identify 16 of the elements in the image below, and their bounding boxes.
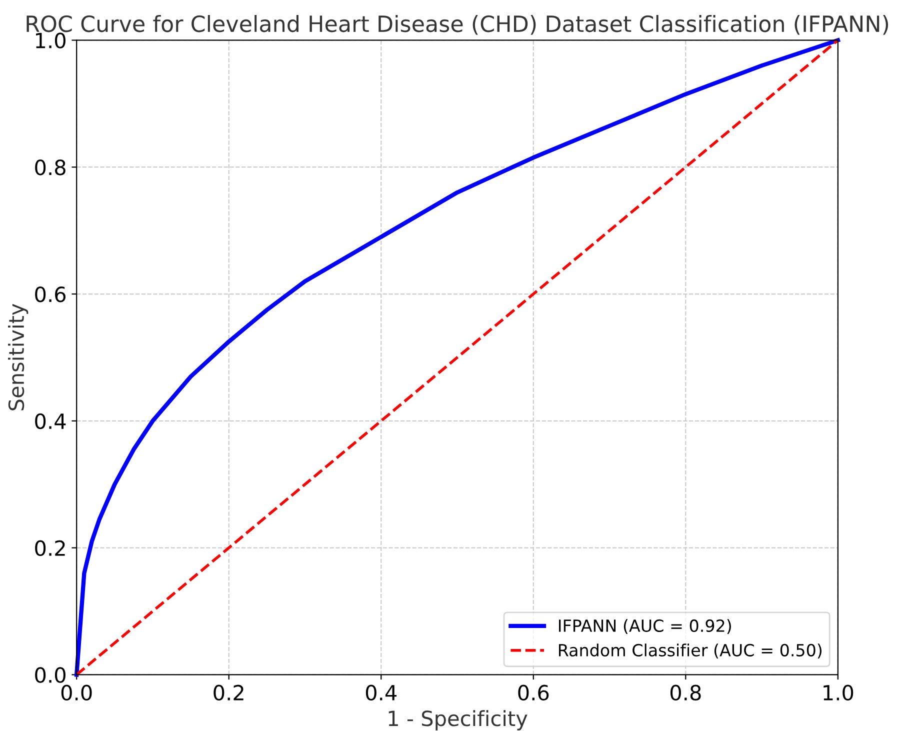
- x-tick-label: 0.8: [670, 684, 701, 701]
- x-tick-label: 1.0: [824, 684, 854, 701]
- x-tick-label: 0.0: [61, 684, 92, 701]
- y-tick-label: 0.6: [35, 286, 66, 302]
- legend-label: Random Classifier (AUC = 0.50): [558, 644, 822, 658]
- x-tick-label: 0.4: [366, 684, 397, 701]
- y-tick-label: 0.2: [35, 540, 65, 556]
- legend-label: IFPANN (AUC = 0.92): [558, 619, 731, 634]
- x-axis-title: 1 - Specificity: [388, 710, 528, 730]
- y-axis-title: Sensitivity: [8, 304, 28, 410]
- x-tick-label: 0.6: [518, 684, 549, 701]
- y-tick-label: 1.0: [36, 32, 66, 48]
- y-tick-label: 0.0: [35, 667, 66, 683]
- y-tick-label: 0.4: [35, 413, 66, 430]
- x-tick-label: 0.2: [214, 684, 244, 701]
- y-tick-label: 0.8: [35, 160, 66, 176]
